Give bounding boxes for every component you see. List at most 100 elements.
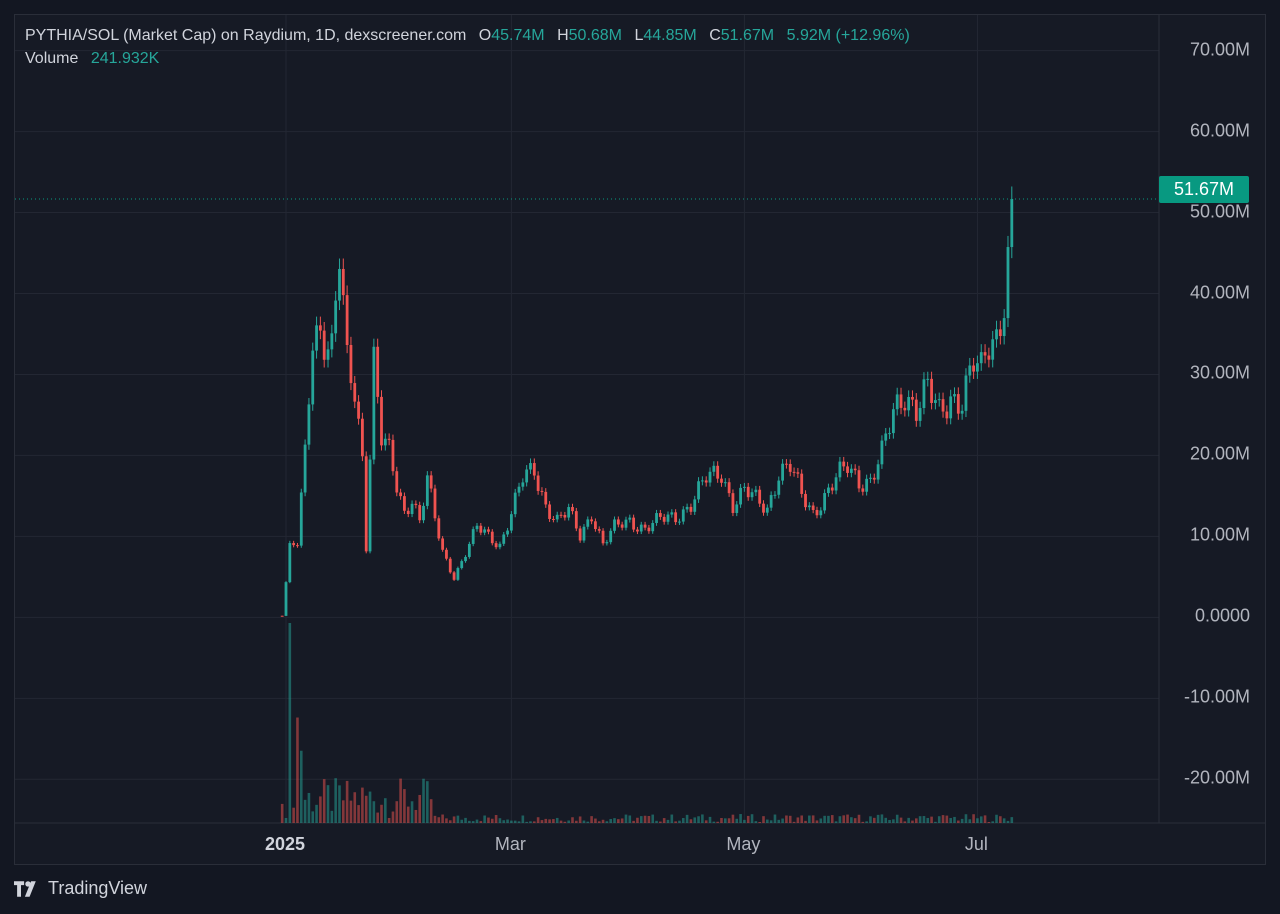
candle-body — [441, 538, 445, 550]
volume-bar — [590, 816, 593, 823]
candle-body — [639, 524, 643, 532]
candle-body — [487, 529, 490, 532]
volume-bar — [987, 821, 991, 823]
volume-bar — [299, 750, 303, 823]
volume-bar — [754, 821, 758, 823]
volume-bar — [586, 821, 590, 823]
volume-bar — [731, 814, 735, 823]
volume-bar — [540, 820, 544, 823]
candle-body — [972, 365, 975, 372]
volume-bar — [632, 820, 635, 823]
volume-bar — [804, 820, 807, 823]
volume-bar — [422, 778, 425, 823]
chart-panel[interactable] — [14, 14, 1266, 865]
volume-bar — [609, 818, 612, 823]
candle-body — [410, 503, 414, 515]
volume-bar — [800, 815, 803, 823]
candle-body — [941, 399, 945, 412]
candle-body — [655, 513, 658, 524]
candle-body — [372, 346, 376, 460]
tradingview-logo-icon — [14, 880, 36, 897]
candle-body — [758, 489, 762, 504]
candle-body — [765, 507, 769, 513]
volume-bar — [319, 796, 322, 823]
volume-bar — [410, 801, 414, 823]
brand-name: TradingView — [48, 878, 148, 898]
volume-bar — [937, 816, 941, 823]
candle-body — [414, 503, 418, 506]
volume-bar — [487, 817, 490, 823]
volume-bar — [288, 623, 292, 823]
candle-body — [861, 488, 865, 492]
volume-bar — [468, 820, 471, 823]
tradingview-logo[interactable]: TradingView — [14, 878, 147, 899]
x-tick-label: Mar — [494, 834, 526, 854]
volume-bar — [830, 815, 834, 823]
chart-canvas[interactable] — [15, 15, 1265, 864]
candle-body — [620, 524, 624, 528]
candle-body — [716, 465, 720, 479]
candle-body — [834, 477, 838, 491]
volume-bar — [666, 819, 670, 823]
volume-bar — [781, 818, 784, 823]
candle-body — [842, 461, 846, 467]
candle-body — [674, 512, 678, 523]
candle-body — [811, 505, 815, 510]
volume-bar — [330, 810, 334, 823]
candle-body — [628, 517, 632, 520]
volume-bar — [483, 815, 486, 823]
candle-body — [953, 394, 956, 397]
candle-body — [284, 582, 288, 616]
volume-bar — [869, 816, 872, 823]
candle-body — [647, 527, 651, 532]
candle-body — [532, 463, 536, 476]
volume-bar — [513, 820, 517, 823]
candle-body — [548, 504, 551, 519]
candle-body — [930, 378, 933, 403]
y-tick-label: 20.00M — [1189, 443, 1250, 464]
candle-body — [976, 363, 979, 372]
volume-bar — [655, 820, 658, 823]
volume-bar — [651, 814, 655, 823]
candle-body — [445, 549, 448, 559]
volume-bar — [746, 815, 750, 823]
candle-body — [509, 514, 513, 531]
volume-bar — [292, 807, 295, 823]
candle-body — [964, 375, 968, 411]
candle-body — [395, 471, 399, 493]
candle-body — [1006, 247, 1010, 319]
candle-body — [299, 492, 303, 546]
volume-bar — [315, 804, 318, 823]
volume-bar — [857, 814, 861, 823]
volume-bar — [949, 818, 952, 823]
high-value: 50.68M — [568, 27, 623, 44]
volume-bar — [502, 820, 506, 823]
volume-bar — [510, 820, 513, 823]
x-tick-label: 2025 — [264, 834, 306, 854]
y-tick-label: 30.00M — [1189, 362, 1250, 383]
candle-body — [685, 506, 689, 510]
volume-bar — [536, 817, 540, 823]
volume-bar — [525, 821, 528, 823]
volume-bar — [899, 817, 903, 823]
volume-bar — [659, 821, 662, 823]
candle-body — [991, 339, 995, 360]
candle-body — [746, 486, 750, 498]
candle-body — [739, 487, 742, 505]
candle-body — [559, 514, 563, 516]
volume-bar — [639, 816, 643, 823]
candle-body — [586, 519, 590, 527]
candle-body — [506, 530, 509, 535]
volume-bar — [441, 814, 444, 823]
candle-body — [563, 514, 567, 518]
volume-bar — [582, 820, 586, 823]
volume-bar — [976, 818, 979, 823]
volume-bar — [548, 819, 551, 823]
volume-label[interactable]: Volume — [25, 50, 79, 67]
volume-bar — [1010, 817, 1014, 823]
volume-bar — [345, 780, 349, 823]
volume-bar — [280, 803, 284, 823]
candle-body — [895, 394, 899, 410]
candle-body — [666, 514, 670, 522]
symbol-title[interactable]: PYTHIA/SOL (Market Cap) on Raydium, 1D, … — [25, 27, 467, 44]
